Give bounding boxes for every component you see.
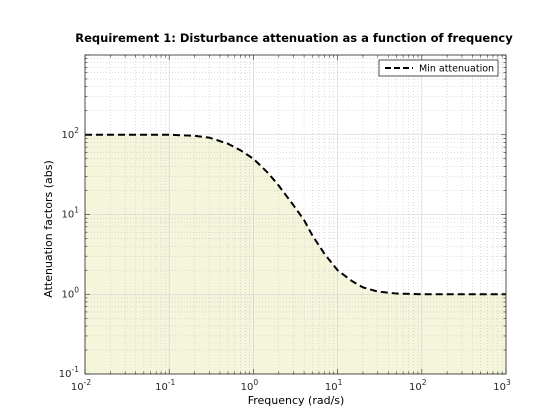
legend: Min attenuation [378,59,499,77]
y-axis-label: Attenuation factors (abs) [42,160,55,297]
grid [84,55,506,375]
series-layer [85,133,506,296]
x-tick-label: 10-2 [71,378,91,393]
plot-area [84,54,507,375]
x-tick-labels: 10-2 10-1 100 101 102 103 [71,378,511,393]
x-tick-label: 100 [241,378,259,393]
x-tick-label: 101 [325,378,343,393]
x-axis-label: Frequency (rad/s) [248,394,345,407]
y-tick-label: 102 [61,126,79,141]
series-min-attenuation-line [85,133,506,296]
chart-title: Requirement 1: Disturbance attenuation a… [75,31,513,45]
y-tick-label: 100 [61,285,79,300]
y-tick-label: 101 [61,206,79,221]
x-tick-label: 103 [493,378,511,393]
legend-entry-label: Min attenuation [419,64,494,75]
y-tick-labels: 10-1 100 101 102 [59,126,79,380]
shaded-region [85,134,506,374]
y-tick-label: 10-1 [59,365,79,380]
legend-box [378,59,499,77]
shaded-area [85,134,506,374]
ticks [84,54,507,375]
x-tick-label: 10-1 [155,378,175,393]
x-tick-label: 102 [409,378,427,393]
